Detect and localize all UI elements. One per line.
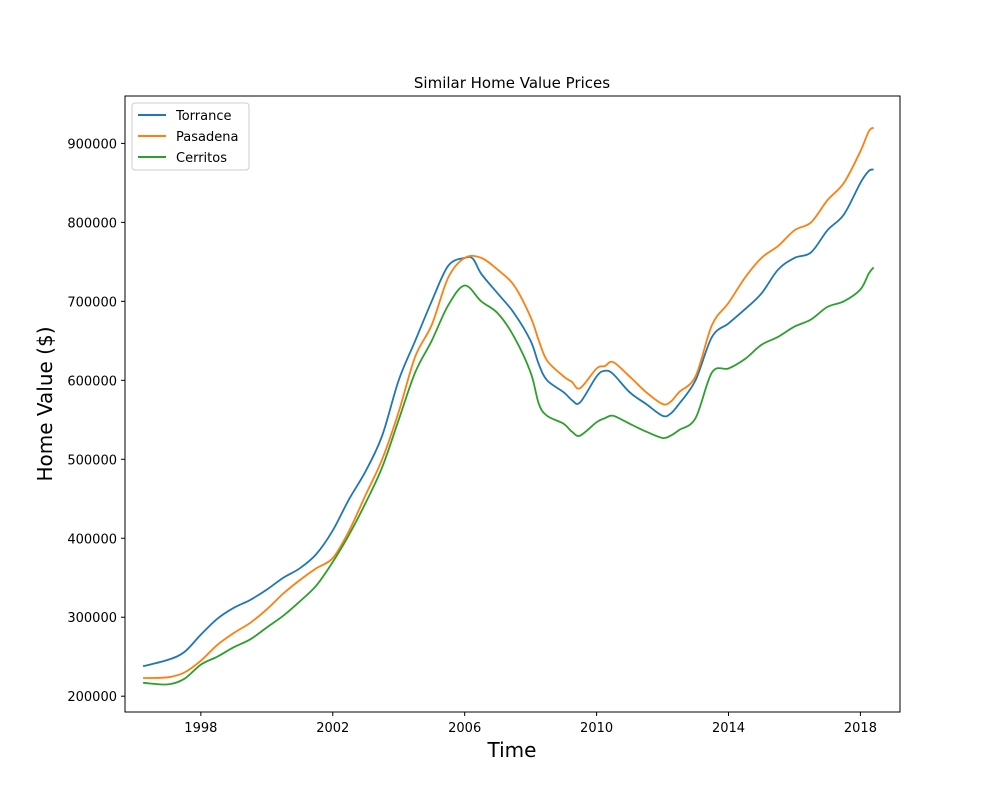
y-tick-label: 600000 (67, 374, 117, 389)
x-tick-label: 2018 (844, 721, 877, 736)
y-tick-label: 500000 (67, 453, 117, 468)
chart-title: Similar Home Value Prices (414, 74, 610, 92)
x-tick-label: 2014 (712, 721, 745, 736)
legend-label-cerritos: Cerritos (176, 151, 227, 166)
x-axis-label: Time (487, 738, 537, 762)
series-line-torrance (142, 168, 874, 668)
legend: Torrance Pasadena Cerritos (131, 102, 250, 171)
legend-label-pasadena: Pasadena (176, 130, 238, 145)
y-axis: 200000 300000 400000 500000 600000 700000 8000… (67, 137, 125, 705)
legend-label-torrance: Torrance (175, 109, 232, 124)
series-line-pasadena (143, 126, 875, 679)
x-tick-label: 1998 (184, 721, 217, 736)
x-tick-label: 2002 (316, 721, 349, 736)
y-tick-label: 200000 (67, 690, 117, 705)
x-tick-label: 2006 (448, 721, 481, 736)
series-line-cerritos (143, 266, 875, 686)
y-tick-label: 400000 (67, 532, 117, 547)
plot-frame (124, 95, 901, 713)
y-tick-label: 700000 (67, 295, 117, 310)
legend-box (131, 102, 250, 171)
x-axis: 1998 2002 2006 2010 2014 2018 (184, 712, 877, 736)
plot-area (142, 126, 875, 686)
y-tick-label: 900000 (67, 137, 117, 152)
y-tick-label: 300000 (67, 611, 117, 626)
y-tick-label: 800000 (67, 216, 117, 231)
y-axis-label: Home Value ($) (33, 326, 57, 481)
x-tick-label: 2010 (580, 721, 613, 736)
